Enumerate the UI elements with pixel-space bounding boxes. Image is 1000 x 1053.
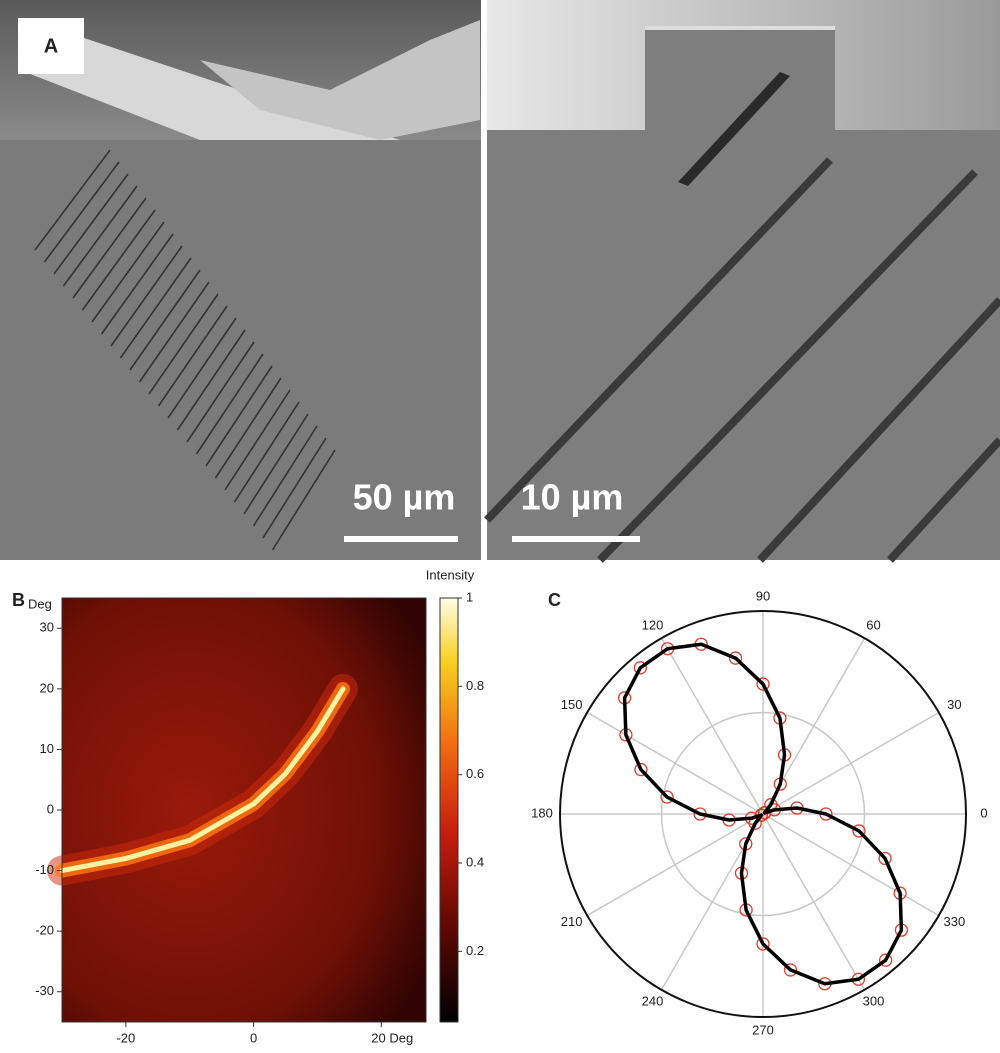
x-tick-label: -20: [116, 1030, 135, 1045]
angle-label: 270: [752, 1022, 774, 1037]
slit: [62, 185, 138, 287]
angle-label: 0: [980, 805, 987, 820]
data-point: [879, 953, 893, 967]
slit: [53, 173, 129, 275]
y-tick-label: 30: [40, 620, 54, 635]
data-point: [756, 677, 770, 691]
colorbar-tick-label: 0.8: [466, 678, 484, 693]
fit-curve: [622, 642, 904, 986]
scale-label: 10 µm: [521, 477, 624, 518]
data-point: [783, 963, 798, 977]
polar-chart: 0 30 60 90 120 150 180 210 240 270 300 330: [531, 588, 987, 1037]
data-point: [728, 651, 743, 665]
colorbar-tick-label: 0.6: [466, 766, 484, 781]
slit: [252, 425, 318, 527]
sem-left: 50 µm A: [0, 0, 481, 560]
y-tick-label: 10: [40, 741, 54, 756]
data-point: [660, 790, 674, 804]
colorbar-tick-label: 0.2: [466, 943, 484, 958]
angular-grid: [762, 813, 940, 917]
data-point: [852, 824, 866, 838]
data-point: [756, 937, 770, 951]
slit: [887, 437, 1000, 563]
slit: [597, 169, 978, 563]
slit: [233, 401, 300, 503]
scale-label: 50 µm: [353, 477, 456, 518]
panel-label: C: [548, 590, 561, 610]
x-tick-label: 20 Deg: [371, 1030, 413, 1045]
angular-grid: [586, 813, 764, 917]
colorbar-tick-label: 1: [466, 589, 473, 604]
slit: [157, 305, 228, 407]
angle-label: 240: [642, 993, 664, 1008]
slit: [195, 353, 264, 455]
panel-label: B: [12, 590, 25, 610]
angle-label: 30: [947, 697, 961, 712]
y-tick-label: -30: [35, 983, 54, 998]
slit: [243, 413, 309, 515]
data-point: [878, 851, 892, 866]
slit: [271, 449, 336, 551]
slit: [757, 297, 1000, 563]
angle-label: 180: [531, 805, 553, 820]
y-tick-label: 0: [47, 801, 54, 816]
slit: [205, 365, 273, 467]
slit: [484, 157, 833, 523]
angle-label: 300: [863, 993, 885, 1008]
slit: [34, 149, 111, 251]
angle-label: 120: [642, 618, 664, 633]
angle-label: 90: [756, 588, 770, 603]
data-point: [634, 762, 648, 777]
polar-frame: [559, 610, 967, 1018]
colorbar-label: Intensity: [426, 567, 475, 582]
panel-label: A: [44, 35, 58, 57]
slit: [72, 197, 147, 299]
y-tick-label: -20: [35, 923, 54, 938]
slit: [224, 389, 291, 491]
slit: [43, 161, 120, 263]
slit: [100, 233, 174, 335]
slit: [167, 317, 237, 419]
slit: [129, 269, 201, 371]
slit: [148, 293, 219, 395]
slit: [81, 209, 156, 311]
slit: [119, 257, 192, 359]
angular-grid: [586, 711, 764, 815]
y-axis-label: Deg: [28, 596, 52, 611]
heatmap: -20 0 20 Deg -30 -20 -10 0 10 20 30 Deg 0.2 0.4 0.6 0.…: [28, 567, 484, 1045]
x-tick-label: 0: [250, 1030, 257, 1045]
slit: [91, 221, 165, 323]
data-point: [633, 661, 647, 675]
angular-grid: [660, 637, 764, 815]
slit: [176, 329, 246, 431]
angle-label: 210: [561, 914, 583, 929]
ridge: [59, 686, 346, 874]
colorbar: [439, 597, 459, 1023]
angle-label: 330: [944, 914, 966, 929]
slit: [186, 341, 255, 443]
slit: [262, 437, 327, 539]
slit: [110, 245, 183, 347]
y-tick-label: 20: [40, 680, 54, 695]
angle-label: 150: [561, 697, 583, 712]
slit: [138, 281, 210, 383]
angular-grid: [762, 711, 940, 815]
angular-grid: [762, 813, 866, 991]
slit: [214, 377, 282, 479]
colorbar-tick-label: 0.4: [466, 854, 484, 869]
sem-right: 10 µm: [484, 0, 1000, 563]
y-tick-label: -10: [35, 862, 54, 877]
angle-label: 60: [866, 618, 880, 633]
